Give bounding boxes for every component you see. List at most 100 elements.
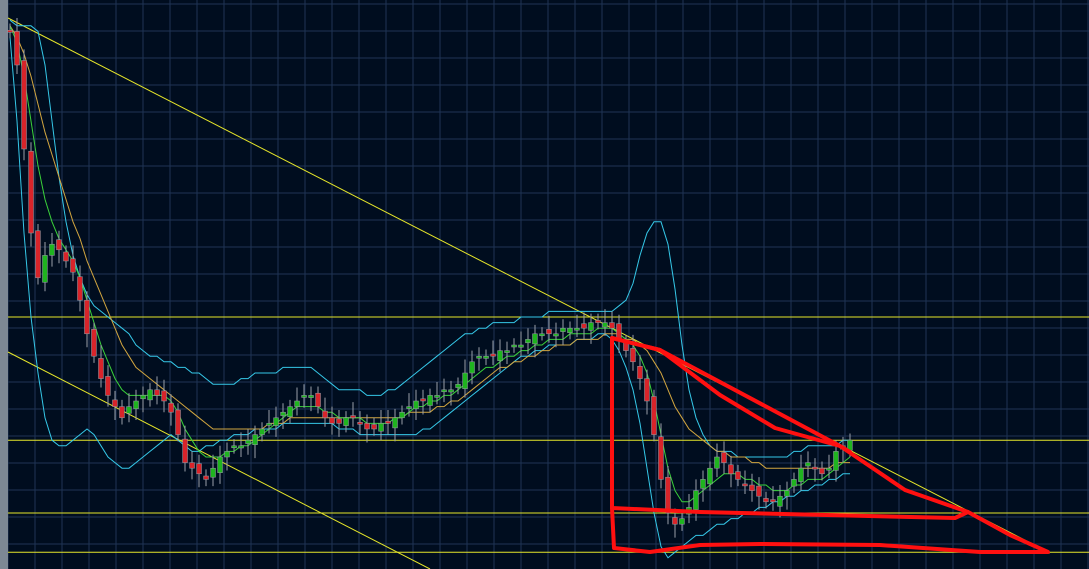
candle-up: [518, 344, 524, 348]
candle-up: [560, 327, 566, 332]
candle-down: [819, 467, 825, 475]
candle-down: [721, 452, 727, 463]
candle-up: [441, 389, 447, 393]
candle-down: [658, 436, 664, 480]
candle-down: [735, 471, 741, 480]
candle-up: [448, 389, 454, 393]
annotation-upper-triangle: [610, 336, 970, 520]
candle-down: [322, 410, 328, 419]
candle-up: [133, 400, 139, 410]
candle-down: [35, 230, 41, 279]
candle-down: [350, 415, 356, 419]
candle-down: [175, 409, 181, 435]
candle-up: [462, 372, 468, 389]
candle-up: [574, 327, 580, 331]
candle-up: [511, 344, 517, 348]
candle-down: [742, 483, 748, 487]
candle-down: [105, 376, 111, 396]
annotation-triangle-edge: [610, 336, 852, 454]
candle-up: [588, 322, 594, 331]
candle-down: [357, 422, 363, 425]
candle-up: [378, 423, 384, 432]
red-annotations: [610, 336, 1050, 554]
candle-up: [791, 479, 797, 487]
candle-down: [112, 399, 118, 407]
candle-up: [553, 333, 559, 337]
candle-down: [630, 348, 636, 363]
upper-diagonal-trendline: [7, 17, 1051, 554]
candle-up: [266, 423, 272, 426]
candle-down: [609, 322, 615, 329]
candle-down: [91, 329, 97, 357]
candle-up: [483, 355, 489, 359]
candle-up: [126, 406, 132, 414]
candle-down: [756, 485, 762, 497]
candle-down: [581, 323, 587, 329]
candle-down: [196, 463, 202, 475]
candle-down: [371, 424, 377, 430]
candle-down: [364, 423, 370, 430]
candle-down: [56, 239, 62, 251]
candle-up: [679, 518, 685, 525]
candle-down: [28, 150, 34, 234]
candle-down: [77, 276, 83, 301]
candle-down: [490, 353, 496, 357]
candle-up: [567, 327, 573, 333]
candle-up: [525, 339, 531, 344]
candle-up: [224, 451, 230, 458]
candle-down: [63, 251, 69, 262]
candle-down: [546, 329, 552, 335]
candle-up: [455, 383, 461, 388]
candle-up: [798, 467, 804, 482]
candle-down: [14, 31, 20, 66]
candle-up: [301, 395, 307, 398]
candle-down: [763, 498, 769, 503]
candle-down: [189, 462, 195, 469]
candle-down: [812, 466, 818, 470]
candle-up: [476, 355, 482, 359]
annotation-lower-triangle: [610, 506, 1050, 554]
candle-up: [343, 417, 349, 426]
candle-down: [336, 418, 342, 424]
candle-down: [420, 398, 426, 402]
candle-up: [693, 490, 699, 510]
candle-down: [329, 417, 335, 424]
candle-down: [385, 420, 391, 424]
candle-up: [259, 428, 265, 435]
candle-up: [784, 490, 790, 497]
candle-up: [707, 467, 713, 485]
candle-up: [231, 445, 237, 449]
candle-up: [217, 456, 223, 473]
candle-down: [98, 358, 104, 379]
candle-up: [273, 417, 279, 426]
candle-down: [161, 390, 167, 402]
candle-up: [49, 243, 55, 256]
candle-down: [644, 378, 650, 402]
candle-down: [84, 299, 90, 335]
candle-up: [287, 406, 293, 417]
candle-up: [42, 255, 48, 283]
candle-down: [315, 392, 321, 407]
candle-up: [777, 495, 783, 507]
candle-down: [182, 438, 188, 463]
candle-down: [21, 60, 27, 150]
candle-down: [770, 499, 776, 503]
candle-up: [700, 479, 706, 489]
candle-up: [714, 456, 720, 469]
candle-up: [413, 400, 419, 410]
candle-up: [539, 333, 545, 337]
candle-up: [252, 434, 258, 445]
candle-down: [665, 476, 671, 514]
candle-up: [427, 395, 433, 406]
candle-up: [504, 350, 510, 353]
candle-up: [392, 417, 398, 429]
candle-down: [616, 323, 622, 340]
candle-up: [602, 322, 608, 328]
bollinger-lower-band: [9, 36, 850, 559]
candle-up: [434, 395, 440, 398]
candle-down: [203, 475, 209, 480]
